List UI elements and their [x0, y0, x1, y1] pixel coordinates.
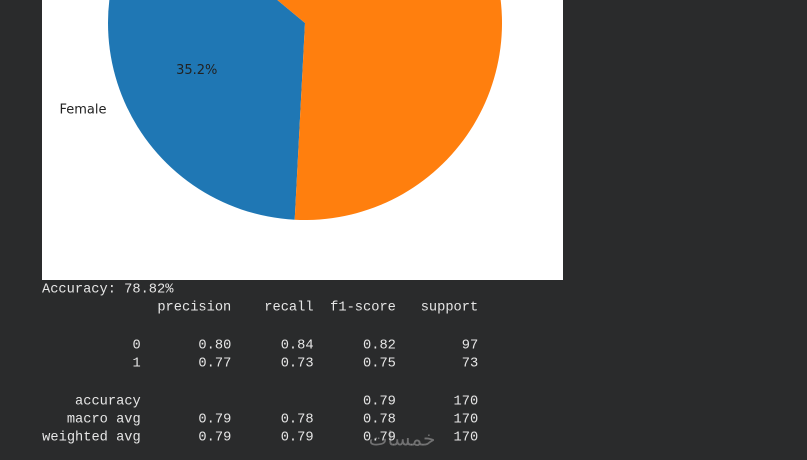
pie-slice [108, 0, 305, 220]
slice-percent-label: 35.2% [176, 63, 217, 78]
report-cell: 0.78 [363, 413, 396, 428]
report-cell: 97 [462, 339, 478, 354]
report-cell: 0.79 [363, 431, 396, 446]
report-cell: 0.75 [363, 357, 396, 372]
report-cell: 170 [454, 395, 479, 410]
report-cell: 0.84 [281, 339, 314, 354]
slice-category-label: Female [59, 102, 106, 117]
report-header: recall [264, 301, 313, 316]
report-cell: 0.82 [363, 339, 396, 354]
report-row-label: accuracy [75, 395, 141, 410]
report-row-label: weighted avg [42, 431, 141, 446]
report-cell: 73 [462, 357, 478, 372]
report-cell: 0.79 [281, 431, 314, 446]
report-cell: 0.79 [198, 413, 231, 428]
report-cell: 0.77 [198, 357, 231, 372]
report-cell: 0.73 [281, 357, 314, 372]
report-cell: 0.79 [363, 395, 396, 410]
report-cell: 0.80 [198, 339, 231, 354]
pie-chart: 35.2% Female [59, 0, 502, 220]
report-cell: 170 [454, 431, 479, 446]
report-header: precision [157, 301, 231, 316]
report-cell: 0.78 [281, 413, 314, 428]
report-row-label: 1 [133, 357, 141, 372]
report-cell: 170 [454, 413, 479, 428]
report-row-label: 0 [133, 339, 141, 354]
report-header: support [421, 301, 479, 316]
classification-report: Accuracy: 78.82% precision recall f1-score s… [42, 283, 478, 446]
watermark: خمسات [369, 427, 436, 451]
report-cell: 0.79 [198, 431, 231, 446]
report-row-label: macro avg [67, 413, 141, 428]
pie-slice [277, 0, 502, 220]
report-header: f1-score [330, 301, 396, 316]
accuracy-line: Accuracy: 78.82% [42, 283, 174, 298]
